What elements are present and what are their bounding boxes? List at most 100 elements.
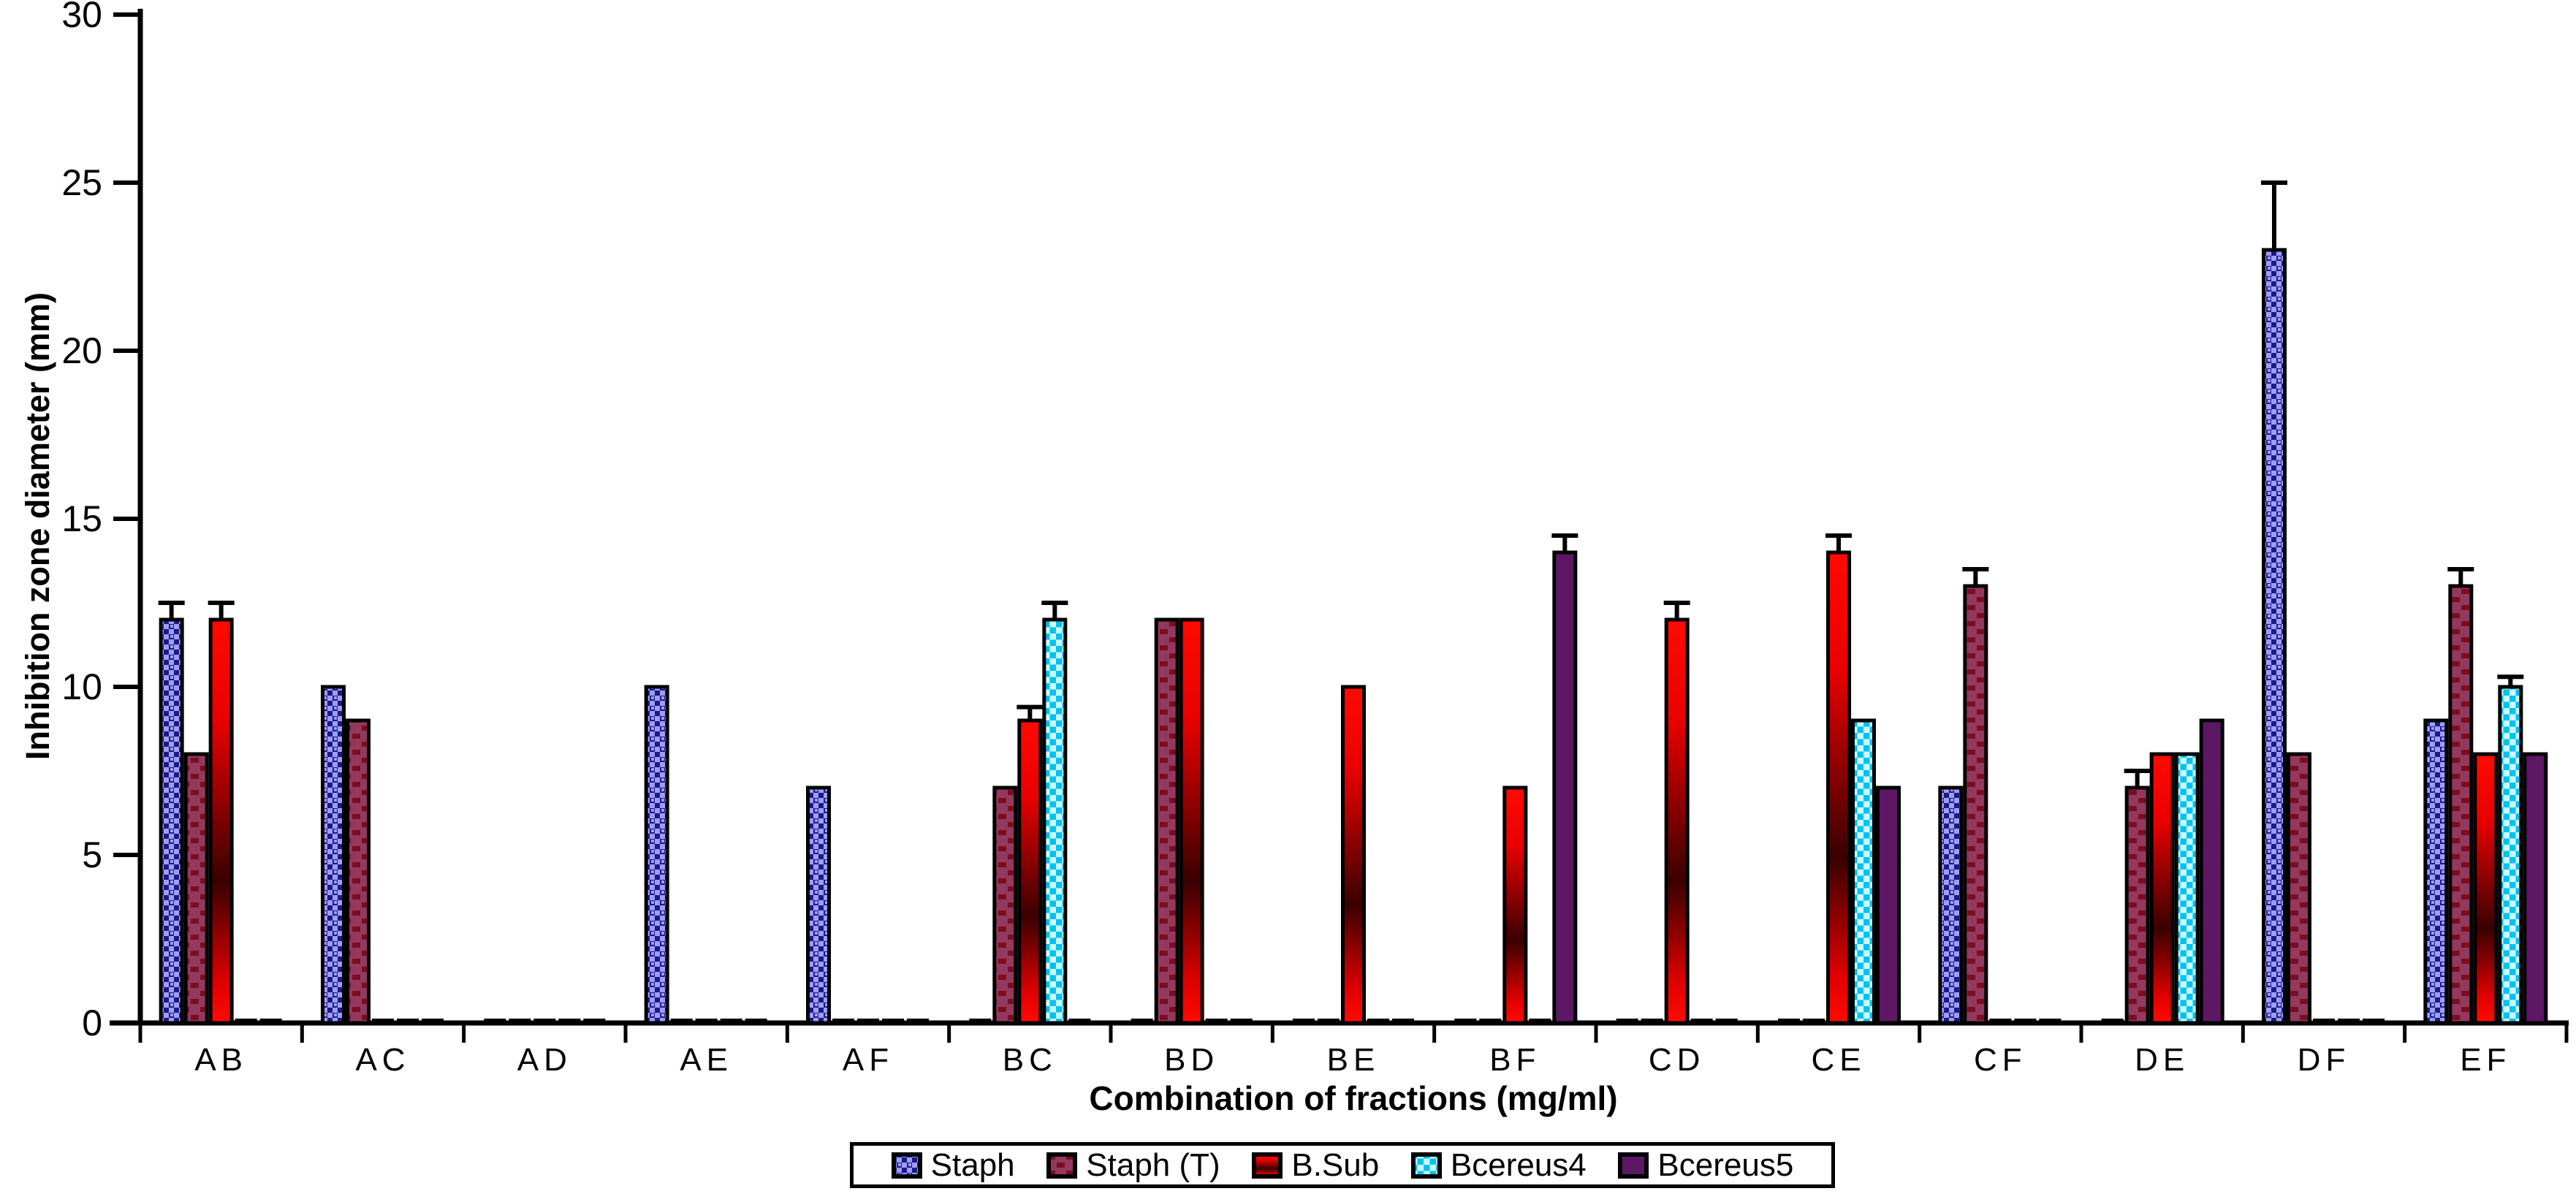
legend-swatch-staph bbox=[891, 1152, 922, 1179]
y-tick-label: 10 bbox=[61, 666, 102, 707]
legend-swatch-b-sub bbox=[1252, 1152, 1283, 1179]
zero-bar-dash bbox=[720, 1019, 742, 1023]
bar-staph-ae bbox=[644, 685, 669, 1025]
zero-bar-dash bbox=[695, 1019, 718, 1023]
x-category-label: AD bbox=[517, 1042, 572, 1078]
zero-bar-dash bbox=[1690, 1019, 1713, 1023]
legend-label: Staph (T) bbox=[1086, 1146, 1220, 1183]
y-tick-label: 20 bbox=[61, 330, 102, 371]
legend-swatch-bcereus4 bbox=[1410, 1152, 1442, 1179]
bar-bcereus5-de bbox=[2199, 718, 2224, 1025]
zero-bar-dash bbox=[397, 1019, 419, 1023]
zero-bar-dash bbox=[2101, 1019, 2124, 1023]
zero-bar-dash bbox=[484, 1019, 506, 1023]
legend-item-staph-t-: Staph (T) bbox=[1046, 1147, 1220, 1184]
bar-staph-df bbox=[2262, 248, 2287, 1025]
zero-bar-dash bbox=[1068, 1019, 1091, 1023]
legend-item-staph: Staph bbox=[891, 1147, 1015, 1184]
bar-staph-t--ef bbox=[2448, 584, 2474, 1025]
legend-swatch-staph-t- bbox=[1046, 1152, 1078, 1179]
bar-bcereus4-ef bbox=[2498, 685, 2523, 1025]
bar-staph-t--cf bbox=[1963, 584, 1988, 1025]
zero-bar-dash bbox=[2363, 1019, 2385, 1023]
bar-b-sub-de bbox=[2149, 752, 2175, 1025]
x-category-label: CD bbox=[1649, 1042, 1706, 1078]
zero-bar-dash bbox=[1715, 1019, 1738, 1023]
zero-bar-dash bbox=[857, 1019, 879, 1023]
chart-legend: Staph Staph (T) B.Sub Bcereus4 Bcereus5 bbox=[850, 1142, 1835, 1188]
bar-bcereus4-ce bbox=[1851, 718, 1876, 1025]
bar-b-sub-bf bbox=[1502, 786, 1528, 1025]
y-tick-label: 0 bbox=[82, 1003, 102, 1043]
bar-bcereus5-bf bbox=[1552, 550, 1578, 1025]
bar-staph-af bbox=[806, 786, 831, 1025]
y-tick-label: 5 bbox=[82, 834, 102, 875]
bar-b-sub-bc bbox=[1017, 718, 1043, 1025]
zero-bar-dash bbox=[2039, 1019, 2062, 1023]
zero-bar-dash bbox=[832, 1019, 854, 1023]
y-tick-label: 30 bbox=[61, 0, 102, 35]
zero-bar-dash bbox=[1367, 1019, 1389, 1023]
y-tick-label: 25 bbox=[61, 162, 102, 203]
x-category-label: BC bbox=[1003, 1042, 1057, 1078]
x-category-label: AE bbox=[680, 1042, 733, 1078]
legend-item-bcereus5: Bcereus5 bbox=[1618, 1147, 1793, 1184]
zero-bar-dash bbox=[670, 1019, 693, 1023]
bar-staph-ef bbox=[2423, 718, 2449, 1025]
x-category-label: DE bbox=[2135, 1042, 2189, 1078]
x-category-label: AC bbox=[355, 1042, 410, 1078]
y-tick-label: 15 bbox=[61, 498, 102, 539]
zero-bar-dash bbox=[745, 1019, 767, 1023]
x-category-label: EF bbox=[2460, 1042, 2511, 1078]
zero-bar-dash bbox=[882, 1019, 904, 1023]
zero-bar-dash bbox=[558, 1019, 581, 1023]
zero-bar-dash bbox=[259, 1019, 282, 1023]
legend-label: Bcereus5 bbox=[1657, 1146, 1794, 1183]
zero-bar-dash bbox=[1778, 1019, 1800, 1023]
bar-staph-ab bbox=[159, 617, 184, 1025]
zero-bar-dash bbox=[1803, 1019, 1825, 1023]
zero-bar-dash bbox=[422, 1019, 444, 1023]
y-axis-title: Inhibition zone diameter (mm) bbox=[19, 292, 56, 761]
bar-staph-t--ab bbox=[183, 752, 209, 1025]
bar-b-sub-cd bbox=[1664, 617, 1690, 1025]
legend-item-b-sub: B.Sub bbox=[1252, 1147, 1379, 1184]
bar-staph-t--bc bbox=[992, 786, 1018, 1025]
zero-bar-dash bbox=[1641, 1019, 1663, 1023]
zero-bar-dash bbox=[509, 1019, 531, 1023]
legend-swatch-bcereus5 bbox=[1618, 1152, 1649, 1179]
zero-bar-dash bbox=[1479, 1019, 1502, 1023]
legend-item-bcereus4: Bcereus4 bbox=[1410, 1146, 1587, 1184]
zero-bar-dash bbox=[235, 1019, 257, 1023]
zero-bar-dash bbox=[2014, 1019, 2037, 1023]
bar-b-sub-ab bbox=[208, 617, 234, 1025]
zero-bar-dash bbox=[1230, 1019, 1253, 1023]
zero-bar-dash bbox=[583, 1019, 606, 1023]
x-category-label: AF bbox=[843, 1042, 894, 1078]
bar-bcereus4-de bbox=[2174, 752, 2200, 1025]
bar-b-sub-ce bbox=[1826, 550, 1851, 1025]
bar-bcereus5-ce bbox=[1876, 786, 1901, 1025]
zero-bar-dash bbox=[1131, 1019, 1153, 1023]
zero-bar-dash bbox=[1318, 1019, 1340, 1023]
legend-label: B.Sub bbox=[1291, 1146, 1380, 1183]
bar-staph-t--ac bbox=[346, 718, 371, 1025]
bar-staph-ac bbox=[321, 685, 346, 1025]
x-category-label: BF bbox=[1489, 1042, 1540, 1078]
bar-b-sub-bd bbox=[1179, 617, 1204, 1025]
zero-bar-dash bbox=[533, 1019, 556, 1023]
zero-bar-dash bbox=[1205, 1019, 1228, 1023]
zero-bar-dash bbox=[1616, 1019, 1638, 1023]
x-category-label: CE bbox=[1811, 1042, 1866, 1078]
x-category-label: DF bbox=[2298, 1042, 2351, 1078]
x-category-label: CF bbox=[1974, 1042, 2027, 1078]
bar-staph-t--bd bbox=[1154, 617, 1179, 1025]
x-category-label: AB bbox=[194, 1042, 248, 1078]
bar-staph-cf bbox=[1938, 786, 1964, 1025]
x-category-label: BD bbox=[1164, 1042, 1219, 1078]
zero-bar-dash bbox=[1529, 1019, 1551, 1023]
legend-label: Bcereus4 bbox=[1450, 1146, 1587, 1183]
zero-bar-dash bbox=[1989, 1019, 2012, 1023]
